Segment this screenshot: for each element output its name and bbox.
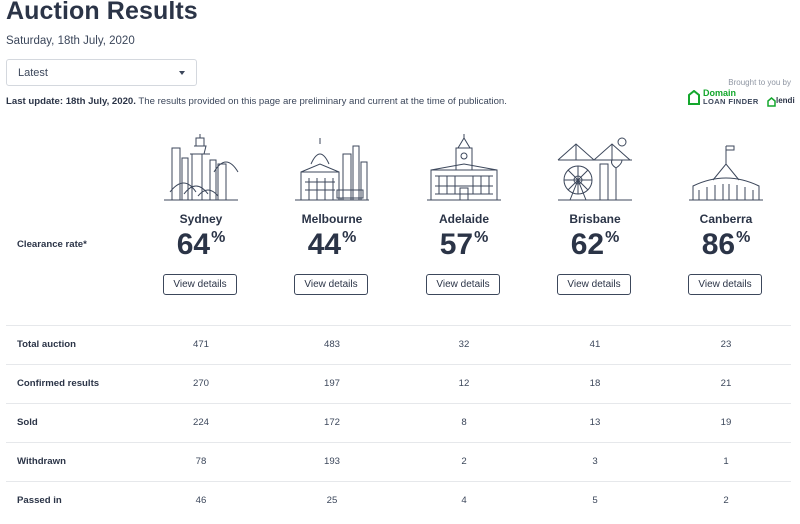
table-cell: 197 (323, 378, 340, 389)
table-cell: 4 (461, 495, 467, 506)
auction-stats-table: Total auction 471 483 32 41 23 Confirmed… (6, 325, 791, 520)
clearance-rate-number: 44 (307, 228, 342, 261)
table-cell: 193 (323, 456, 340, 467)
table-row: Sold 224 172 8 13 19 (6, 403, 791, 442)
clearance-rate-label: Clearance rate* (17, 239, 87, 250)
table-cell: 32 (458, 339, 470, 350)
city-name: Sydney (179, 212, 223, 226)
table-cell: 41 (589, 339, 601, 350)
clearance-rate-number: 62 (570, 228, 605, 261)
table-cell: 2 (461, 456, 467, 467)
table-cell: 1 (723, 456, 729, 467)
table-cell: 13 (589, 417, 601, 428)
clearance-rate-number: 57 (439, 228, 474, 261)
percent-sign: % (605, 229, 620, 246)
view-details-button[interactable]: View details (426, 274, 500, 295)
table-cell: 224 (192, 417, 209, 428)
row-label: Confirmed results (17, 378, 100, 389)
sponsor-caption: Brought to you by (728, 78, 791, 87)
percent-sign: % (211, 229, 226, 246)
page-title: Auction Results (6, 0, 198, 25)
table-cell: 78 (195, 456, 207, 467)
auction-date: Saturday, 18th July, 2020 (6, 35, 135, 47)
clearance-rate-value: 64% (141, 228, 261, 262)
last-update-description: The results provided on this page are pr… (135, 96, 507, 107)
percent-sign: % (736, 229, 751, 246)
table-cell: 172 (323, 417, 340, 428)
row-label: Total auction (17, 339, 76, 350)
city-column-sydney: Sydney 64% View details (141, 134, 261, 295)
clearance-rate-value: 44% (272, 228, 392, 262)
percent-sign: % (474, 229, 489, 246)
percent-sign: % (342, 229, 357, 246)
table-cell: 23 (720, 339, 732, 350)
table-cell: 3 (592, 456, 598, 467)
table-row: Withdrawn 78 193 2 3 1 (6, 442, 791, 481)
last-update-date: Last update: 18th July, 2020. (6, 96, 136, 107)
table-cell: 270 (192, 378, 209, 389)
melbourne-skyline-icon (295, 138, 369, 201)
clearance-rate-value: 57% (404, 228, 524, 262)
city-column-canberra: Canberra 86% View details (666, 134, 786, 295)
table-cell: 18 (589, 378, 601, 389)
city-name: Canberra (699, 212, 753, 226)
table-cell: 12 (458, 378, 470, 389)
table-cell: 5 (592, 495, 598, 506)
dropdown-selected-value: Latest (18, 67, 48, 79)
row-label: Sold (17, 417, 38, 428)
city-name: Melbourne (301, 212, 363, 226)
domain-loan-finder-logo[interactable]: Domain LOAN FINDER (688, 89, 760, 107)
lendi-mark-icon (767, 97, 776, 107)
table-cell: 483 (323, 339, 340, 350)
view-details-button[interactable]: View details (294, 274, 368, 295)
clearance-rate-number: 64 (176, 228, 211, 261)
table-cell: 19 (720, 417, 732, 428)
row-label: Withdrawn (17, 456, 66, 467)
view-details-button[interactable]: View details (163, 274, 237, 295)
results-period-dropdown[interactable]: Latest (6, 59, 197, 86)
city-column-adelaide: Adelaide 57% View details (404, 134, 524, 295)
last-update-notice: Last update: 18th July, 2020. The result… (6, 96, 507, 107)
sydney-skyline-icon (164, 134, 239, 201)
view-details-button[interactable]: View details (557, 274, 631, 295)
city-name: Adelaide (438, 212, 489, 226)
view-details-button[interactable]: View details (688, 274, 762, 295)
clearance-rate-number: 86 (701, 228, 736, 261)
brisbane-skyline-icon (557, 137, 632, 201)
house-icon (688, 90, 700, 105)
table-row: Confirmed results 270 197 12 18 21 (6, 364, 791, 403)
loan-finder-logo-text: LOAN FINDER (703, 97, 759, 106)
city-column-brisbane: Brisbane 62% View details (535, 134, 655, 295)
domain-logo-text: Domain (703, 88, 737, 98)
clearance-rate-value: 62% (535, 228, 655, 262)
table-cell: 25 (326, 495, 338, 506)
city-name: Brisbane (569, 212, 621, 226)
table-cell: 46 (195, 495, 207, 506)
table-row: Passed in 46 25 4 5 2 (6, 481, 791, 520)
table-cell: 8 (461, 417, 467, 428)
lendi-logo-text: lendi (776, 96, 795, 105)
table-cell: 2 (723, 495, 729, 506)
chevron-down-icon (179, 71, 185, 75)
table-row: Total auction 471 483 32 41 23 (6, 325, 791, 364)
table-cell: 21 (720, 378, 732, 389)
adelaide-town-hall-icon (427, 134, 501, 201)
city-column-melbourne: Melbourne 44% View details (272, 134, 392, 295)
row-label: Passed in (17, 495, 62, 506)
parliament-house-icon (689, 145, 763, 201)
lendi-logo[interactable]: lendi (767, 96, 797, 108)
table-cell: 471 (192, 339, 209, 350)
clearance-rate-value: 86% (666, 228, 786, 262)
